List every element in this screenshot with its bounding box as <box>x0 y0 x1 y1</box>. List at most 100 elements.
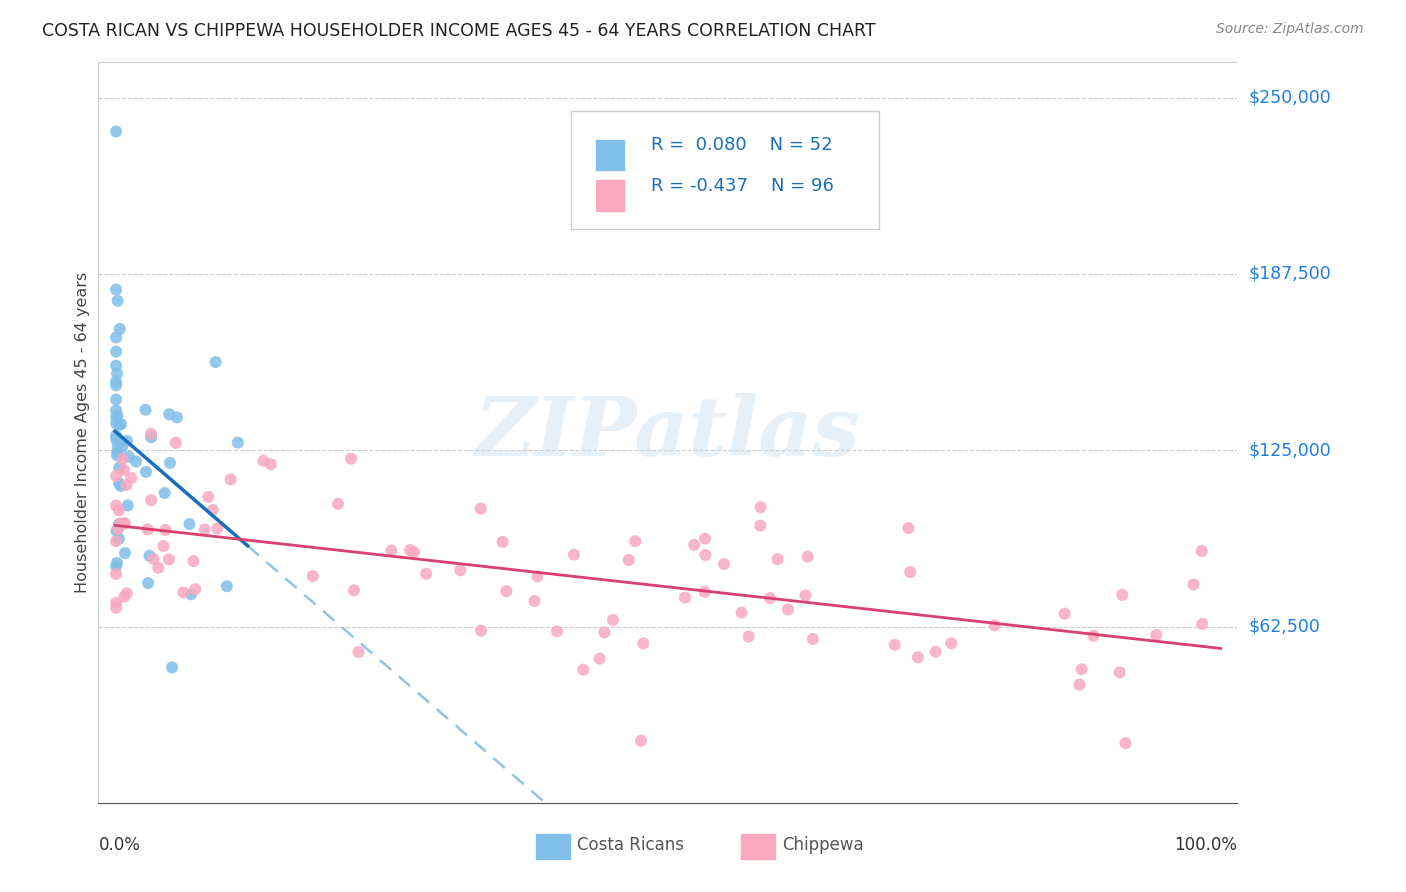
FancyBboxPatch shape <box>571 111 879 229</box>
Point <box>794 589 817 603</box>
Point <box>135 465 157 479</box>
Point <box>105 444 128 458</box>
Point <box>105 559 128 574</box>
Point <box>197 490 219 504</box>
Point <box>1114 736 1136 750</box>
Point <box>693 532 716 546</box>
Point <box>111 452 134 467</box>
Point <box>546 624 568 639</box>
Point <box>941 636 963 650</box>
Point <box>898 565 921 579</box>
Point <box>1144 628 1167 642</box>
Point <box>897 521 920 535</box>
Text: Chippewa: Chippewa <box>782 836 863 854</box>
Point <box>347 645 370 659</box>
Point <box>153 486 176 500</box>
Point <box>107 293 129 308</box>
Point <box>673 591 696 605</box>
Text: 0.0%: 0.0% <box>98 836 141 855</box>
Text: $62,500: $62,500 <box>1249 617 1320 635</box>
Point <box>139 493 162 508</box>
Point <box>165 435 187 450</box>
Point <box>108 417 131 432</box>
Point <box>108 322 131 336</box>
Point <box>105 428 128 442</box>
Point <box>160 660 183 674</box>
Point <box>183 554 205 568</box>
Point <box>588 651 610 665</box>
Point <box>695 548 717 562</box>
Point <box>125 454 148 468</box>
Point <box>562 548 585 562</box>
Point <box>260 458 283 472</box>
Point <box>105 469 128 483</box>
Point <box>219 472 242 486</box>
Point <box>207 521 229 535</box>
Point <box>148 561 170 575</box>
Point <box>142 551 165 566</box>
Point <box>801 632 824 646</box>
Text: Costa Ricans: Costa Ricans <box>576 836 683 854</box>
FancyBboxPatch shape <box>740 833 776 860</box>
Point <box>1182 577 1205 591</box>
Point <box>105 403 128 417</box>
Point <box>730 606 752 620</box>
Point <box>105 409 128 424</box>
Point <box>120 471 142 485</box>
Point <box>215 579 238 593</box>
Point <box>105 432 128 446</box>
Point <box>115 586 138 600</box>
Point <box>105 359 128 373</box>
Point <box>630 733 652 747</box>
Point <box>112 516 135 531</box>
Point <box>111 440 134 454</box>
Point <box>1191 544 1213 558</box>
Point <box>749 518 772 533</box>
Point <box>105 344 128 359</box>
Point <box>302 569 325 583</box>
Point <box>491 534 513 549</box>
Point <box>449 563 471 577</box>
Point <box>380 543 402 558</box>
Point <box>105 448 128 462</box>
Point <box>105 556 128 570</box>
Point <box>114 546 136 560</box>
Point <box>204 355 226 369</box>
Point <box>105 375 128 389</box>
Point <box>108 460 131 475</box>
Point <box>105 596 128 610</box>
Point <box>399 543 422 558</box>
Point <box>633 636 655 650</box>
Text: 100.0%: 100.0% <box>1174 836 1237 855</box>
Point <box>136 576 159 591</box>
Point <box>766 552 789 566</box>
Point <box>194 523 217 537</box>
Text: Source: ZipAtlas.com: Source: ZipAtlas.com <box>1216 22 1364 37</box>
Point <box>1108 665 1130 680</box>
Point <box>135 402 157 417</box>
Point <box>157 407 180 421</box>
Point <box>155 523 177 537</box>
FancyBboxPatch shape <box>534 833 571 860</box>
Point <box>624 534 647 549</box>
Point <box>602 613 624 627</box>
Point <box>105 367 128 381</box>
Point <box>749 500 772 515</box>
Point <box>572 663 595 677</box>
Point <box>1083 629 1105 643</box>
Point <box>326 497 349 511</box>
Point <box>107 439 129 453</box>
Point <box>759 591 782 606</box>
Point <box>105 378 128 392</box>
Text: R = -0.437    N = 96: R = -0.437 N = 96 <box>651 178 834 195</box>
Point <box>105 534 128 549</box>
Point <box>179 516 201 531</box>
Point <box>105 600 128 615</box>
Text: R =  0.080    N = 52: R = 0.080 N = 52 <box>651 136 832 154</box>
Point <box>252 454 274 468</box>
Point <box>152 539 174 553</box>
Point <box>683 538 706 552</box>
Point <box>108 517 131 532</box>
Point <box>713 557 735 571</box>
Point <box>402 545 425 559</box>
